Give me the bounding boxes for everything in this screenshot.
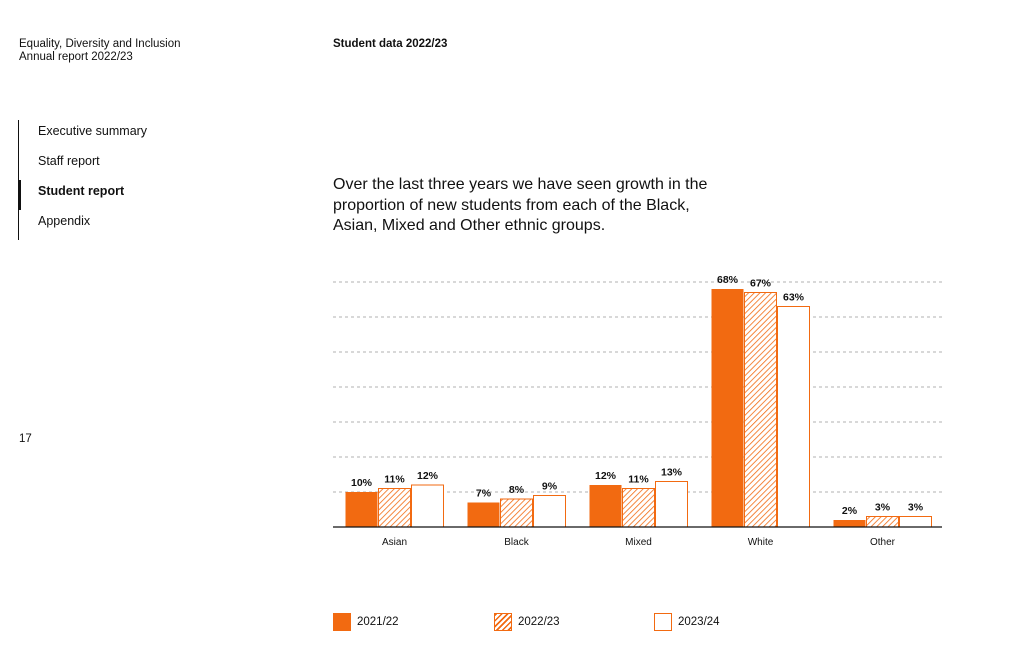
bar-white-2023-24	[777, 306, 810, 528]
data-label: 11%	[628, 474, 649, 486]
bar-mixed-2023-24	[655, 481, 688, 528]
bar-asian-2022-23	[378, 488, 411, 528]
category-label: Mixed	[625, 537, 652, 548]
nav-item-executive-summary[interactable]: Executive summary	[18, 120, 218, 150]
legend-item-2023-24: 2023/24	[654, 612, 720, 632]
category-label: Asian	[382, 537, 407, 548]
bar-mixed-2022-23	[622, 488, 655, 528]
legend-label: 2023/24	[678, 616, 720, 628]
bar-white-2022-23	[744, 292, 777, 528]
legend-item-2021-22: 2021/22	[333, 612, 399, 632]
bar-black-2022-23	[500, 498, 533, 528]
bar-black-2023-24	[533, 495, 566, 528]
nav-item-student-report[interactable]: Student report	[18, 180, 218, 210]
section-title: Student data 2022/23	[333, 38, 448, 50]
bar-asian-2023-24	[411, 484, 444, 528]
data-label: 2%	[842, 505, 858, 517]
bar-other-2023-24	[899, 516, 932, 528]
bar-other-2021-22	[833, 520, 866, 527]
document-title: Equality, Diversity and Inclusion Annual…	[19, 38, 181, 64]
legend-swatch-solid	[333, 613, 351, 631]
side-navigation: Executive summary Staff report Student r…	[18, 120, 218, 240]
bar-other-2022-23	[866, 516, 899, 528]
data-label: 67%	[750, 278, 772, 290]
headline-text: Over the last three years we have seen g…	[333, 176, 708, 234]
page-number: 17	[19, 433, 32, 445]
legend-label: 2021/22	[357, 616, 399, 628]
report-title-line2: Annual report 2022/23	[19, 51, 133, 63]
category-label: Black	[504, 537, 529, 548]
report-title-line1: Equality, Diversity and Inclusion	[19, 38, 181, 50]
bar-white-2021-22	[711, 289, 744, 527]
data-label: 10%	[351, 477, 373, 489]
data-label: 3%	[875, 502, 891, 514]
category-label: White	[748, 537, 774, 548]
legend-swatch-outline	[654, 613, 672, 631]
data-label: 13%	[661, 467, 683, 479]
data-label: 9%	[542, 481, 558, 493]
legend-label: 2022/23	[518, 616, 560, 628]
data-label: 8%	[509, 484, 525, 496]
data-label: 12%	[417, 470, 439, 482]
bar-asian-2021-22	[345, 492, 378, 527]
legend-item-2022-23: 2022/23	[494, 612, 560, 632]
data-label: 7%	[476, 488, 492, 500]
data-label: 12%	[595, 470, 617, 482]
data-label: 63%	[783, 292, 805, 304]
nav-item-staff-report[interactable]: Staff report	[18, 150, 218, 180]
data-label: 3%	[908, 502, 924, 514]
data-label: 11%	[384, 474, 405, 486]
data-label: 68%	[717, 274, 739, 286]
legend-swatch-hatched	[494, 613, 512, 631]
bar-mixed-2021-22	[589, 485, 622, 527]
bar-black-2021-22	[467, 502, 500, 527]
nav-item-appendix[interactable]: Appendix	[18, 210, 218, 240]
category-label: Other	[870, 537, 896, 548]
